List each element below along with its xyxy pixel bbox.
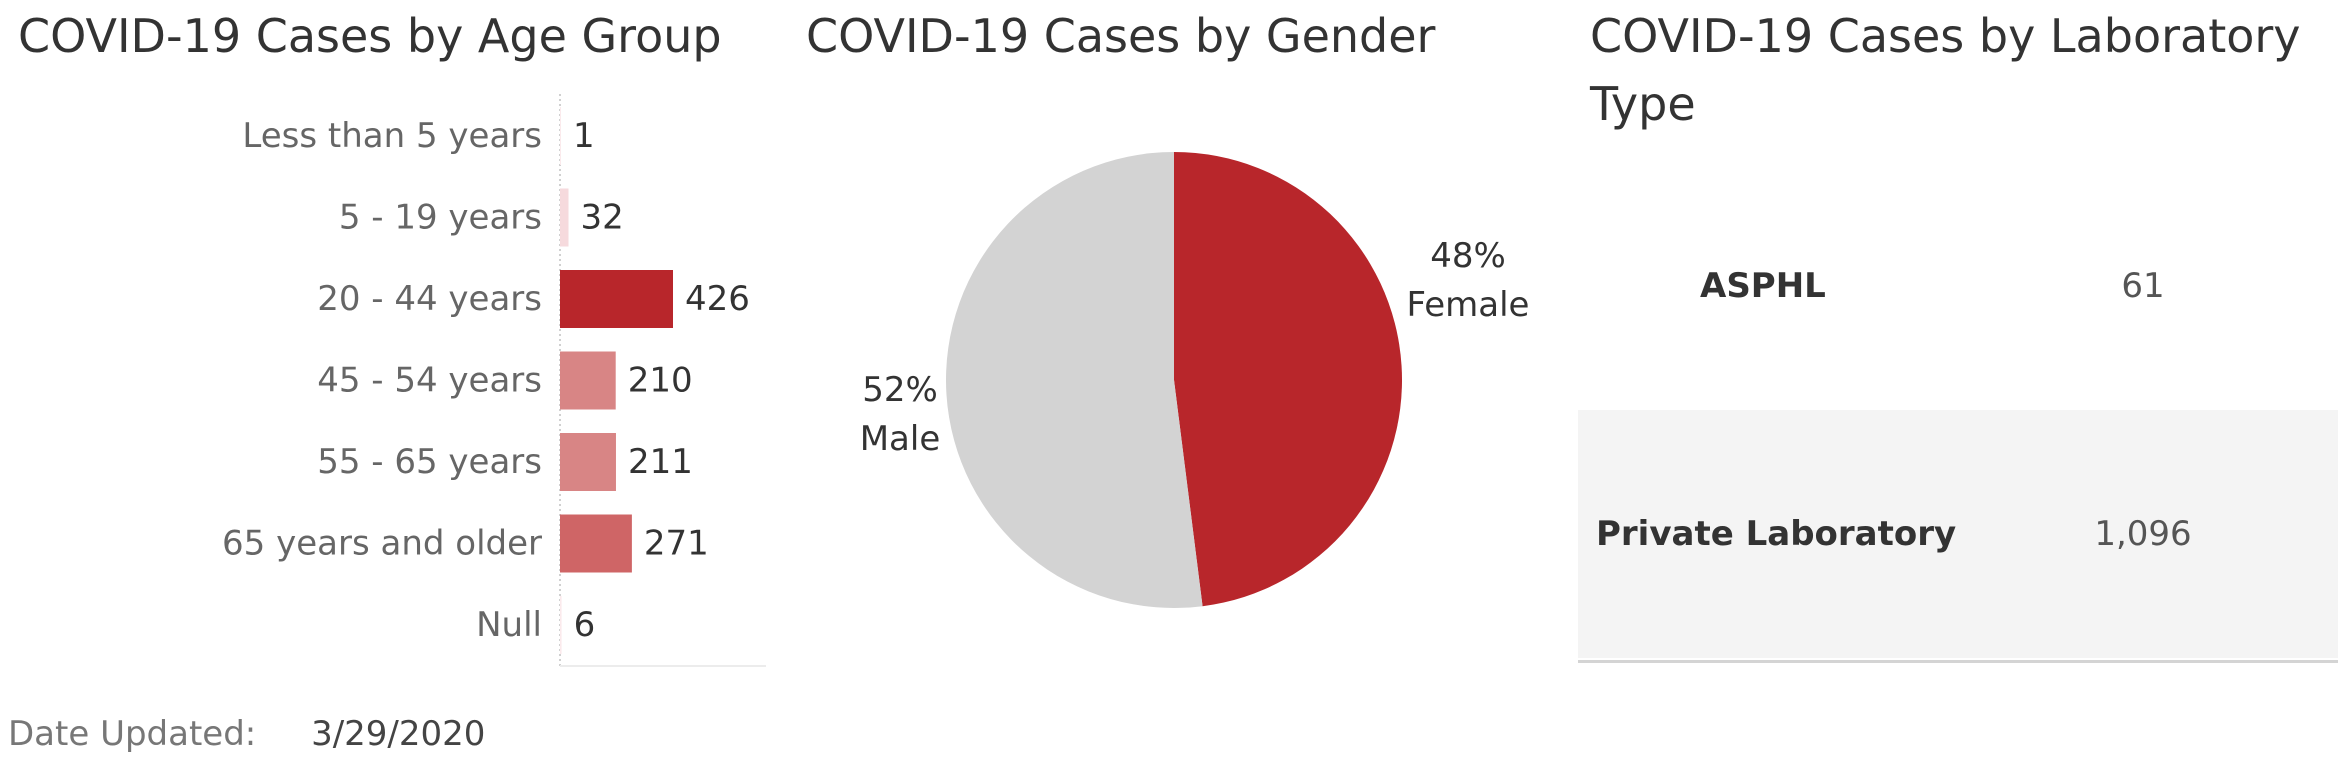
- date-updated-value: 3/29/2020: [311, 714, 486, 754]
- lab-value: 61: [2121, 266, 2165, 306]
- lab-type-table: ASPHL 61 Private Laboratory 1,096: [1578, 162, 2338, 658]
- date-updated: Date Updated: 3/29/2020: [8, 710, 485, 758]
- lab-table-bottom-rule: [1578, 660, 2338, 663]
- gender-pie-chart: 48% Female 52% Male: [860, 152, 1530, 608]
- age-chart-title: COVID-19 Cases by Age Group: [18, 9, 722, 63]
- table-row[interactable]: ASPHL 61: [1578, 162, 2338, 410]
- lab-name: Private Laboratory: [1596, 514, 1957, 554]
- pie-category-label: Male: [860, 419, 941, 459]
- age-bar-value: 210: [628, 361, 693, 401]
- pie-label: 52% Male: [860, 370, 941, 459]
- age-category-label: 45 - 54 years: [317, 361, 542, 401]
- age-category-label: 5 - 19 years: [339, 198, 542, 238]
- lab-name: ASPHL: [1700, 266, 1826, 306]
- age-category-label: 20 - 44 years: [317, 279, 542, 319]
- lab-value: 1,096: [2094, 514, 2192, 554]
- pie-label: 48% Female: [1407, 236, 1530, 325]
- pie-slice-female[interactable]: [1174, 152, 1403, 607]
- age-bar-value: 271: [644, 524, 709, 564]
- age-bar[interactable]: [560, 596, 562, 654]
- age-bar-value: 211: [628, 442, 693, 482]
- age-category-label: 55 - 65 years: [317, 442, 542, 482]
- pie-percent-label: 48%: [1430, 236, 1506, 276]
- pie-slice-male[interactable]: [946, 152, 1203, 608]
- age-bar-value: 6: [574, 605, 596, 645]
- age-bar[interactable]: [560, 270, 673, 328]
- date-updated-label: Date Updated:: [8, 714, 257, 754]
- age-bar[interactable]: [560, 514, 632, 573]
- age-bar[interactable]: [560, 188, 569, 247]
- age-category-label: Null: [476, 605, 542, 645]
- age-bar[interactable]: [560, 107, 561, 165]
- age-bar[interactable]: [560, 351, 616, 410]
- lab-title-line1: COVID-19 Cases by Laboratory: [1590, 9, 2301, 63]
- age-bar-value: 1: [573, 116, 595, 156]
- age-category-label: Less than 5 years: [242, 116, 542, 156]
- age-group-bar-chart: Less than 5 years 1 5 - 19 years 32 20 - 44 …: [222, 94, 766, 667]
- lab-chart-title: COVID-19 Cases by Laboratory Type: [1590, 2, 2301, 138]
- pie-percent-label: 52%: [862, 370, 938, 410]
- age-bar-value: 426: [685, 279, 750, 319]
- age-bar-value: 32: [580, 198, 623, 238]
- gender-chart-title: COVID-19 Cases by Gender: [806, 9, 1436, 63]
- age-category-label: 65 years and older: [222, 524, 542, 564]
- lab-title-line2: Type: [1590, 77, 1696, 131]
- age-bar[interactable]: [560, 433, 616, 491]
- table-row[interactable]: Private Laboratory 1,096: [1578, 410, 2338, 658]
- pie-category-label: Female: [1407, 285, 1530, 325]
